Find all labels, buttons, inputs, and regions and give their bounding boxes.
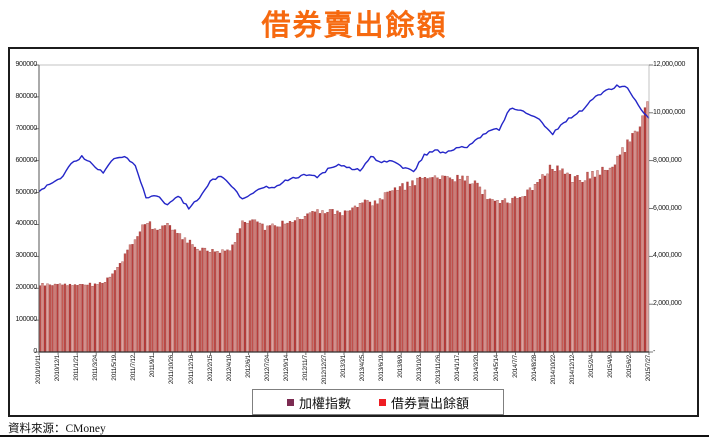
y-tick-label-left: 100000 <box>15 316 37 324</box>
y-tick-label-left: 600000 <box>15 156 37 164</box>
y-tick-label-right: - <box>653 348 656 355</box>
x-tick-label: 2010/10/11 <box>35 355 42 385</box>
x-tick-label: 2015/7/27 <box>645 355 652 382</box>
bottom-divider <box>0 435 709 437</box>
plot-area <box>35 64 653 355</box>
x-tick-label: 2012/4/10 <box>225 355 233 382</box>
x-tick-label: 2010/12/1 <box>54 355 62 382</box>
chart-frame: 900000 800000 700000 600000 500000 400000 3000… <box>8 47 699 417</box>
x-tick-label: 2014/12/12 <box>568 355 576 385</box>
x-tick-label: 2014/10/22 <box>549 355 557 385</box>
x-tick-label: 2014/3/20 <box>473 355 481 382</box>
x-tick-label: 2011/7/12 <box>130 355 138 381</box>
x-tick-label: 2014/8/28 <box>530 355 538 382</box>
x-tick-label: 2014/5/14 <box>492 355 500 382</box>
y-tick-label-right: 4,000,000 <box>653 252 682 260</box>
x-tick-label: 2011/9/1 <box>149 355 157 378</box>
legend-marker-short-sale-balance-icon <box>379 398 386 406</box>
x-tick-label: 2014/7/7 <box>511 355 519 378</box>
y-tick-label-left: 700000 <box>15 124 37 132</box>
y-tick-label-left: 800000 <box>15 92 37 100</box>
y-tick-label-right: 10,000,000 <box>653 108 686 116</box>
legend: 加權指數 借券賣出餘額 <box>252 389 504 415</box>
x-tick-label: 2015/6/2 <box>625 355 633 378</box>
plot-canvas <box>35 64 653 355</box>
x-tick-label: 2015/2/4 <box>587 355 595 378</box>
x-tick-label: 2011/5/19 <box>111 355 119 381</box>
x-tick-label: 2013/11/26 <box>435 355 443 385</box>
y-tick-label-right: 8,000,000 <box>653 156 682 164</box>
x-tick-label: 2015/4/9 <box>606 355 614 378</box>
x-tick-label: 2012/11/7 <box>301 355 309 381</box>
legend-item-weighted-index: 加權指數 <box>286 393 351 412</box>
y-tick-label-right: 6,000,000 <box>653 204 682 212</box>
legend-item-short-sale-balance: 借券賣出餘額 <box>379 393 469 412</box>
x-tick-label: 2014/1/17 <box>454 355 462 382</box>
source-note: 資料來源：CMoney <box>8 423 106 435</box>
x-tick-label: 2011/3/24 <box>92 355 100 381</box>
y-tick-label-left: 500000 <box>15 188 37 196</box>
y-tick-label-left: 0 <box>33 348 37 355</box>
x-tick-label: 2012/12/27 <box>320 355 328 385</box>
x-tick-label: 2013/8/9 <box>397 355 405 378</box>
x-tick-label: 2011/10/26 <box>168 355 176 385</box>
x-tick-label: 2013/4/25 <box>359 355 367 382</box>
y-tick-label-left: 300000 <box>15 252 37 260</box>
legend-marker-weighted-index-icon <box>286 398 294 406</box>
x-tick-label: 2013/10/3 <box>416 355 424 382</box>
legend-label-short-sale-balance: 借券賣出餘額 <box>391 395 470 411</box>
x-tick-label: 2011/12/16 <box>187 355 195 385</box>
y-tick-label-right: 12,000,000 <box>653 61 686 68</box>
x-tick-label: 2013/6/19 <box>378 355 386 382</box>
y-tick-label-right: 2,000,000 <box>653 300 682 308</box>
x-tick-label: 2012/6/1 <box>244 355 252 378</box>
legend-label-weighted-index: 加權指數 <box>298 395 351 411</box>
y-tick-label-left: 900000 <box>15 61 37 68</box>
x-tick-label: 2011/1/21 <box>73 355 81 381</box>
x-tick-label: 2012/2/15 <box>206 355 214 382</box>
chart-title: 借券賣出餘額 <box>261 10 448 42</box>
x-tick-label: 2012/7/24 <box>263 355 271 382</box>
y-tick-label-left: 400000 <box>15 220 37 228</box>
x-tick-label: 2012/9/14 <box>282 355 290 382</box>
y-tick-label-left: 200000 <box>15 284 37 292</box>
x-tick-label: 2013/3/1 <box>340 355 347 378</box>
